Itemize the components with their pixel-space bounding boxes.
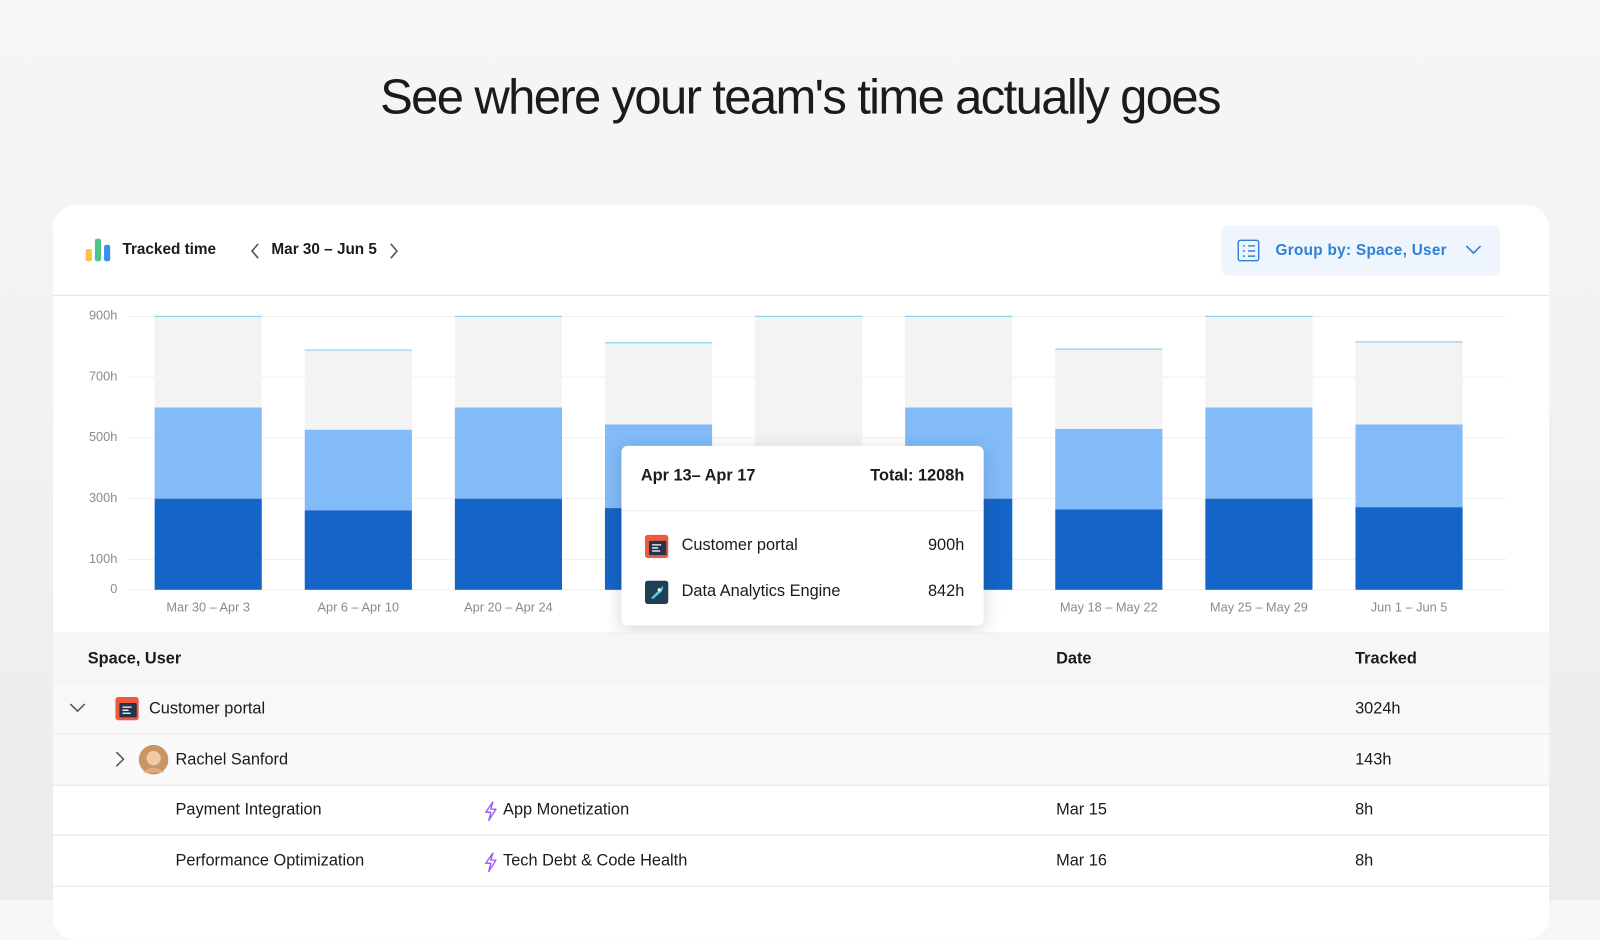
page-title: See where your team's time actually goes xyxy=(380,70,1221,125)
expand-chevron[interactable] xyxy=(112,750,126,768)
tracked-cell: 8h xyxy=(1355,852,1374,870)
y-tick-label: 100h xyxy=(89,551,117,566)
project-tag: App Monetization xyxy=(503,801,630,819)
bar-segment xyxy=(1355,424,1463,508)
x-tick-label: May 18 – May 22 xyxy=(1060,600,1158,615)
bar-segment xyxy=(304,510,412,590)
bar-segment xyxy=(304,350,412,430)
bar-segment xyxy=(1055,509,1163,590)
y-tick-label: 0 xyxy=(110,581,117,596)
tracked-cell: 8h xyxy=(1355,801,1374,819)
bar-segment xyxy=(154,498,262,590)
bar-segment xyxy=(905,316,1013,408)
space-icon xyxy=(644,580,669,605)
bar-segment xyxy=(604,342,713,425)
y-tick-label: 300h xyxy=(89,490,117,505)
tooltip-divider xyxy=(621,510,984,512)
avatar xyxy=(138,744,169,775)
x-tick-label: Apr 20 – Apr 24 xyxy=(464,600,553,615)
x-tick-label: Apr 6 – Apr 10 xyxy=(318,600,400,615)
y-tick-label: 500h xyxy=(89,429,117,444)
tracked-cell: 143h xyxy=(1355,751,1392,769)
x-tick-label: Mar 30 – Apr 3 xyxy=(166,600,250,615)
dropdown-chevron xyxy=(1465,245,1482,255)
table-row[interactable]: Payment Integration App Monetization Mar… xyxy=(53,785,1549,836)
date-cell: Mar 15 xyxy=(1056,801,1107,819)
next-button[interactable] xyxy=(388,242,400,260)
table-row[interactable]: Customer portal 3024h xyxy=(53,683,1549,735)
project-tag: Tech Debt & Code Health xyxy=(503,852,688,870)
x-tick-label: Jun 1 – Jun 5 xyxy=(1371,600,1448,615)
screen: See where your team's time actually goes… xyxy=(53,70,1549,887)
tooltip-total: Total: 1208h xyxy=(870,467,965,485)
bar-segment xyxy=(1355,507,1463,590)
group-by-dropdown[interactable]: Group by: Space, User xyxy=(1221,225,1500,276)
tooltip-item: Customer portal xyxy=(681,536,798,555)
x-tick-label: May 25 – May 29 xyxy=(1210,600,1308,615)
column-header: Tracked xyxy=(1355,649,1417,668)
column-header: Date xyxy=(1056,649,1092,668)
bar-segment xyxy=(154,316,262,408)
report-card: Tracked time Mar 30 – Jun 5 Group by: Sp… xyxy=(53,205,1549,940)
y-tick-label: 700h xyxy=(89,368,117,383)
y-tick-label: 900h xyxy=(89,308,117,323)
table-row[interactable]: Performance Optimization Tech Debt & Cod… xyxy=(53,836,1549,887)
bar-segment xyxy=(454,407,562,499)
lightning-icon xyxy=(484,801,497,822)
toolbar: Tracked time Mar 30 – Jun 5 Group by: Sp… xyxy=(53,205,1549,296)
bar-segment xyxy=(1055,428,1163,510)
date-range[interactable]: Mar 30 – Jun 5 xyxy=(271,240,377,259)
space-name: Customer portal xyxy=(148,699,266,718)
bar-segment xyxy=(454,316,562,408)
tooltip-item-value: 900h xyxy=(927,536,965,555)
bar-segment xyxy=(1055,349,1163,429)
tooltip-item-value: 842h xyxy=(927,582,965,600)
task-name: Performance Optimization xyxy=(175,852,365,870)
lightning-icon xyxy=(484,852,497,873)
space-icon xyxy=(115,696,139,721)
bar-segment xyxy=(1205,407,1313,499)
user-name: Rachel Sanford xyxy=(175,751,289,769)
table-row[interactable]: Rachel Sanford 143h xyxy=(53,734,1549,786)
task-name: Payment Integration xyxy=(175,801,322,819)
bar-segment xyxy=(1205,498,1313,590)
collapse-chevron[interactable] xyxy=(68,701,86,715)
tracked-cell: 3024h xyxy=(1355,699,1401,718)
tooltip-title: Apr 13– Apr 17 xyxy=(640,467,756,485)
tooltip-item: Data Analytics Engine xyxy=(681,582,841,600)
tooltip: Apr 13– Apr 17 Total: 1208h Customer por… xyxy=(621,445,984,626)
prev-button[interactable] xyxy=(249,242,261,260)
chart-icon xyxy=(85,238,111,262)
bar-segment xyxy=(1205,316,1313,408)
column-header: Space, User xyxy=(87,649,182,668)
bar-segment xyxy=(304,429,412,511)
space-icon xyxy=(644,534,669,559)
group-by-label: Group by: Space, User xyxy=(1275,241,1447,260)
bar-segment xyxy=(454,498,562,590)
bar-segment xyxy=(154,407,262,499)
report-title: Tracked time xyxy=(122,240,217,259)
group-icon xyxy=(1237,239,1260,262)
bar-segment xyxy=(1355,341,1463,425)
table-header: Space, User Date Tracked xyxy=(53,632,1549,685)
date-cell: Mar 16 xyxy=(1056,852,1107,870)
bar-segment xyxy=(755,316,863,461)
